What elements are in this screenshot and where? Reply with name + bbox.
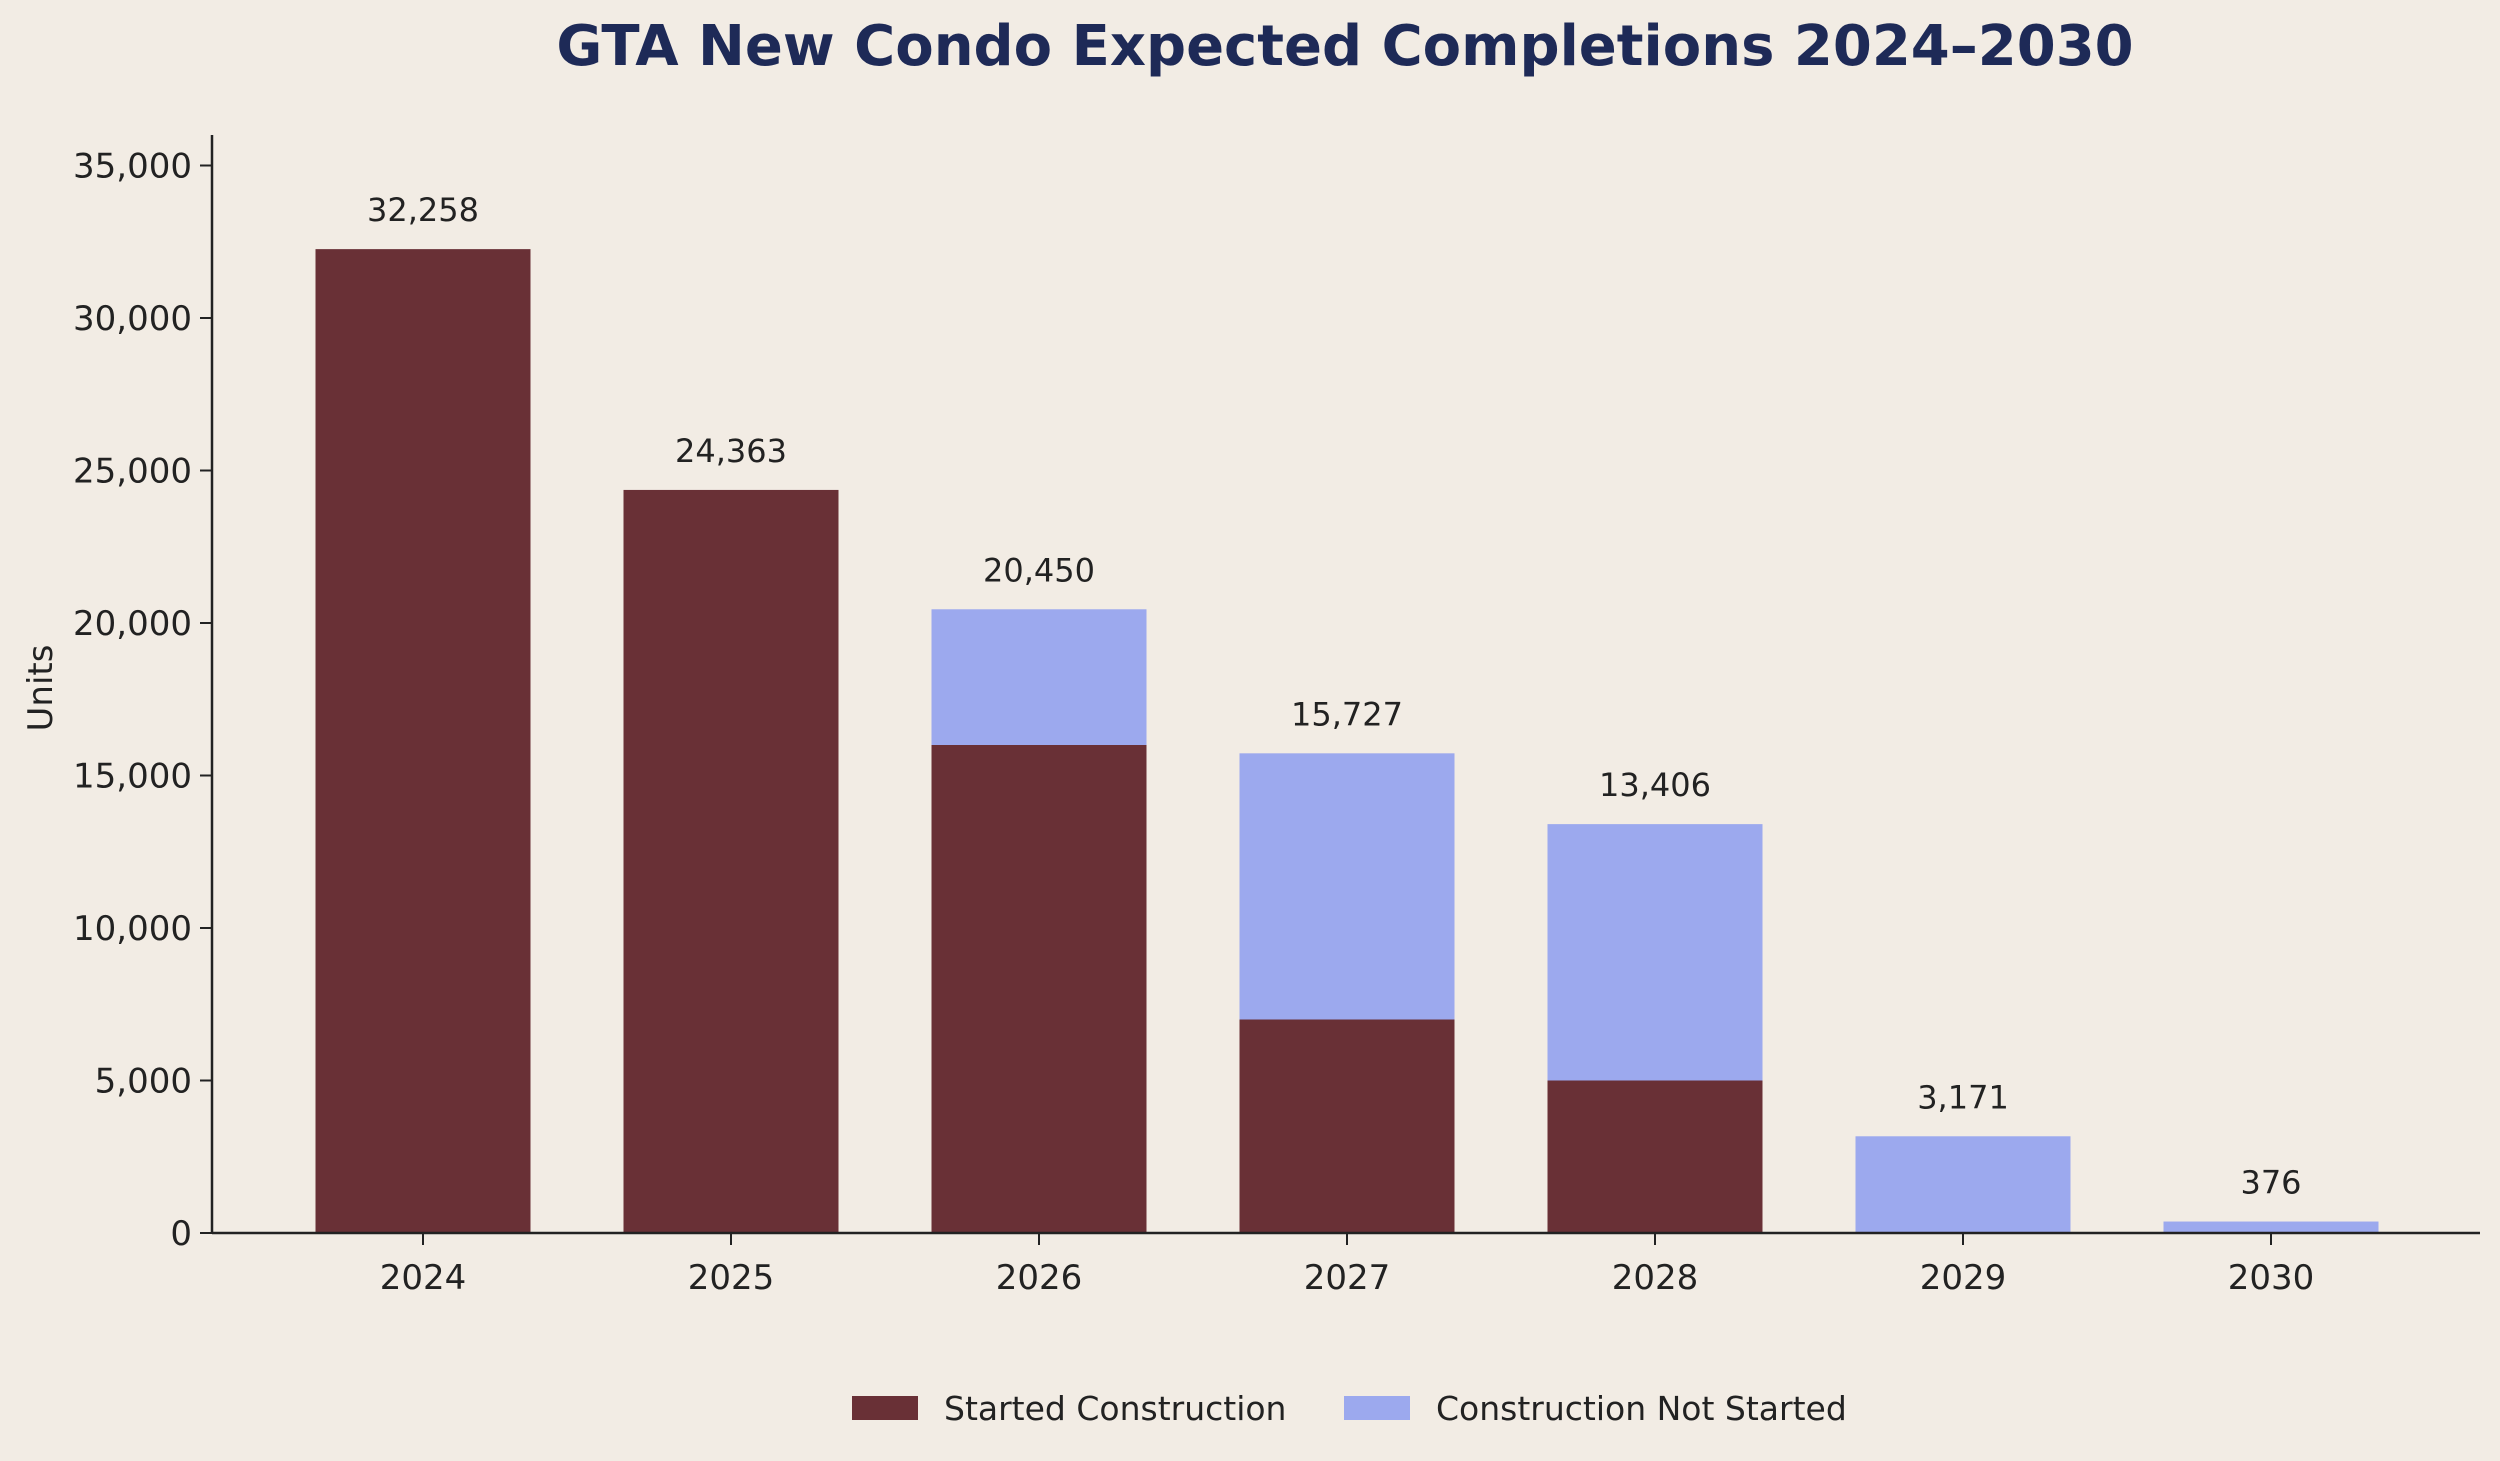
data-label-2030: 376 [2240, 1164, 2301, 1202]
y-tick-label-0: 0 [170, 1214, 192, 1254]
y-tick-label-30000: 30,000 [73, 299, 192, 339]
bar-not-started-2030 [2163, 1221, 2379, 1233]
data-label-2027: 15,727 [1291, 695, 1403, 733]
bar-not-started-2026 [931, 609, 1147, 745]
bar-started-2024 [315, 249, 531, 1234]
y-tick-label-15000: 15,000 [73, 757, 192, 797]
x-tick-label-2024: 2024 [380, 1258, 467, 1298]
y-tick-label-5000: 5,000 [95, 1062, 192, 1102]
legend-label-started: Started Construction [944, 1389, 1286, 1428]
chart-title: GTA New Condo Expected Completions 2024–… [556, 14, 2133, 79]
y-tick-label-35000: 35,000 [73, 147, 192, 187]
data-labels-layer: 32,258 24,363 20,450 15,727 13,406 3,171 376 [367, 191, 2302, 1201]
legend-label-not-started: Construction Not Started [1436, 1389, 1847, 1428]
x-tick-label-2030: 2030 [2228, 1258, 2315, 1298]
x-tick-label-2025: 2025 [688, 1258, 775, 1298]
bars-layer [315, 249, 2379, 1234]
data-label-2029: 3,171 [1917, 1078, 2009, 1116]
x-tick-label-2027: 2027 [1304, 1258, 1391, 1298]
data-label-2026: 20,450 [983, 551, 1095, 589]
data-label-2025: 24,363 [675, 432, 787, 470]
y-tick-label-25000: 25,000 [73, 452, 192, 492]
bar-started-2027 [1239, 1019, 1455, 1233]
legend: Started Construction Construction Not Sta… [852, 1389, 1847, 1428]
bar-not-started-2027 [1239, 753, 1455, 1020]
bar-started-2025 [623, 489, 839, 1234]
y-tick-label-10000: 10,000 [73, 909, 192, 949]
x-tick-label-2026: 2026 [996, 1258, 1083, 1298]
legend-swatch-not-started [1344, 1396, 1410, 1420]
x-tick-label-2029: 2029 [1920, 1258, 2007, 1298]
data-label-2028: 13,406 [1599, 766, 1711, 804]
y-axis-label: Units [21, 645, 61, 732]
axes-layer: 0 5,000 10,000 15,000 20,000 25,000 30,000 35,0… [73, 135, 2480, 1298]
x-tick-label-2028: 2028 [1612, 1258, 1699, 1298]
bar-started-2026 [931, 745, 1147, 1233]
data-label-2024: 32,258 [367, 191, 479, 229]
bar-started-2028 [1547, 1080, 1763, 1233]
bar-not-started-2028 [1547, 824, 1763, 1081]
y-tick-label-20000: 20,000 [73, 604, 192, 644]
legend-swatch-started [852, 1396, 918, 1420]
bar-not-started-2029 [1855, 1136, 2071, 1233]
